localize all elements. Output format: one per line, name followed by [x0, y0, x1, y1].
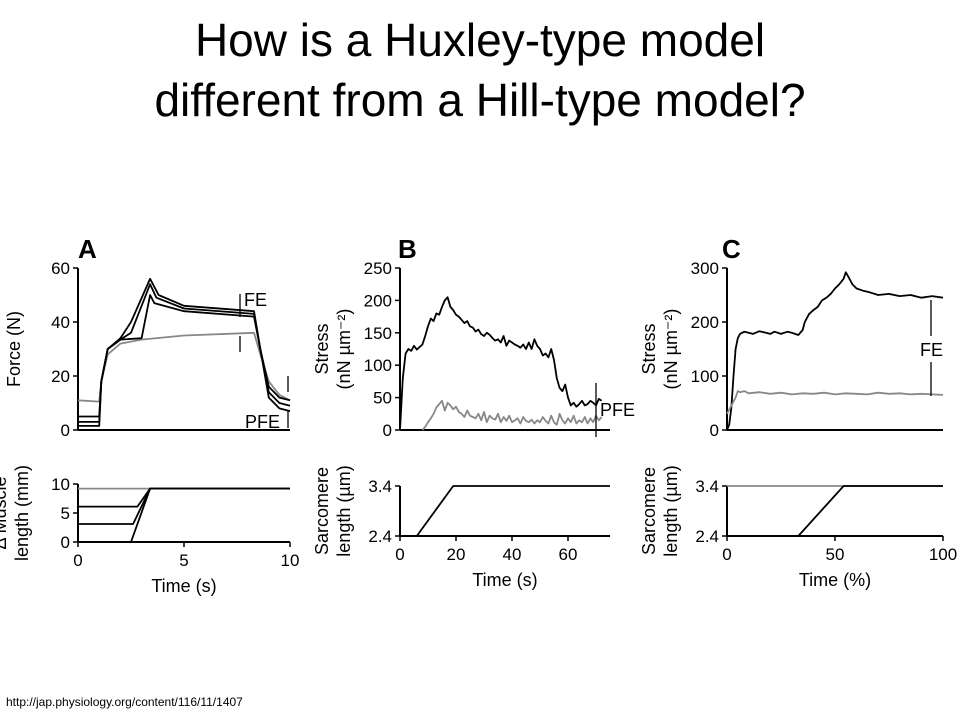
a-top-y-axis-label: Force (N)	[4, 311, 24, 387]
a-top-panel-label: A	[78, 234, 97, 264]
c-bottom-x-axis-label: Time (%)	[799, 570, 871, 590]
b-top-series-0	[399, 296, 603, 431]
a-bottom-series-1	[78, 487, 290, 543]
a-bottom-x-axis-label: Time (s)	[151, 576, 216, 596]
c-top-y-tick-label: 300	[691, 259, 719, 278]
b-bottom-x-tick-label: 0	[395, 545, 404, 564]
b-top-y-tick-label: 50	[373, 389, 392, 408]
b-top-series-1	[421, 399, 603, 431]
a-top-series-1	[78, 294, 291, 418]
b-top-y-axis-label: (nN µm⁻²)	[334, 309, 354, 390]
c-bottom-y-tick-label: 3.4	[695, 477, 719, 496]
c-bottom-x-tick-label: 50	[826, 545, 845, 564]
c-top-y-tick-label: 0	[710, 421, 719, 440]
b-bottom-y-axis-label: length (µm)	[334, 465, 354, 556]
c-top-panel-label: C	[722, 234, 741, 264]
a-bottom-x-tick-label: 10	[281, 551, 300, 570]
slide-title: How is a Huxley-type model different fro…	[0, 10, 960, 130]
b-bottom-x-tick-label: 40	[503, 545, 522, 564]
c-bottom-series-1	[727, 485, 943, 537]
c-bottom-x-tick-label: 100	[929, 545, 957, 564]
a-top-y-tick-label: 60	[51, 259, 70, 278]
b-bottom-series-0	[400, 485, 610, 537]
title-line-2: different from a Hill-type model?	[154, 74, 806, 126]
a-pfe-annotation: PFE	[245, 412, 280, 432]
title-line-1: How is a Huxley-type model	[194, 14, 766, 66]
c-bottom-y-axis-label: length (µm)	[661, 465, 681, 556]
b-top-y-tick-label: 0	[383, 421, 392, 440]
c-top-y-axis-label: (nN µm⁻²)	[661, 309, 681, 390]
c-fe-annotation: FE	[920, 340, 943, 360]
c-bottom-y-tick-label: 2.4	[695, 527, 719, 546]
a-top-series-0	[77, 331, 291, 403]
b-top-y-axis-label: Stress	[312, 323, 332, 374]
b-bottom-x-tick-label: 20	[447, 545, 466, 564]
a-bottom-y-tick-label: 5	[61, 504, 70, 523]
source-url: http://jap.physiology.org/content/116/11…	[6, 695, 243, 709]
b-top-y-tick-label: 250	[364, 259, 392, 278]
b-pfe-annotation: PFE	[600, 400, 635, 420]
c-top-y-axis-label: Stress	[639, 323, 659, 374]
a-bottom-y-axis-label: length (mm)	[12, 465, 32, 561]
a-fe-annotation: FE	[244, 290, 267, 310]
a-bottom-y-tick-label: 10	[51, 475, 70, 494]
a-bottom-series-3	[78, 487, 290, 508]
b-top-panel-label: B	[398, 234, 417, 264]
b-bottom-y-tick-label: 3.4	[368, 477, 392, 496]
c-top-series-1	[726, 390, 944, 415]
b-bottom-x-tick-label: 60	[559, 545, 578, 564]
b-bottom-y-axis-label: Sarcomere	[312, 467, 332, 555]
c-bottom-x-tick-label: 0	[722, 545, 731, 564]
b-top-y-tick-label: 200	[364, 291, 392, 310]
a-bottom-y-axis-label: Δ Muscle	[0, 476, 10, 549]
a-bottom-x-tick-label: 0	[73, 551, 82, 570]
a-bottom-y-tick-label: 0	[61, 533, 70, 552]
c-bottom-y-axis-label: Sarcomere	[639, 467, 659, 555]
a-top-y-tick-label: 40	[51, 313, 70, 332]
c-top-y-tick-label: 100	[691, 367, 719, 386]
b-top-y-tick-label: 150	[364, 324, 392, 343]
b-top-y-tick-label: 100	[364, 356, 392, 375]
a-top-y-tick-label: 20	[51, 367, 70, 386]
a-top-series-3	[78, 277, 291, 427]
a-bottom-x-tick-label: 5	[179, 551, 188, 570]
b-bottom-x-axis-label: Time (s)	[472, 570, 537, 590]
a-top-y-tick-label: 0	[61, 421, 70, 440]
b-bottom-y-tick-label: 2.4	[368, 527, 392, 546]
c-top-series-0	[726, 271, 944, 431]
c-top-y-tick-label: 200	[691, 313, 719, 332]
